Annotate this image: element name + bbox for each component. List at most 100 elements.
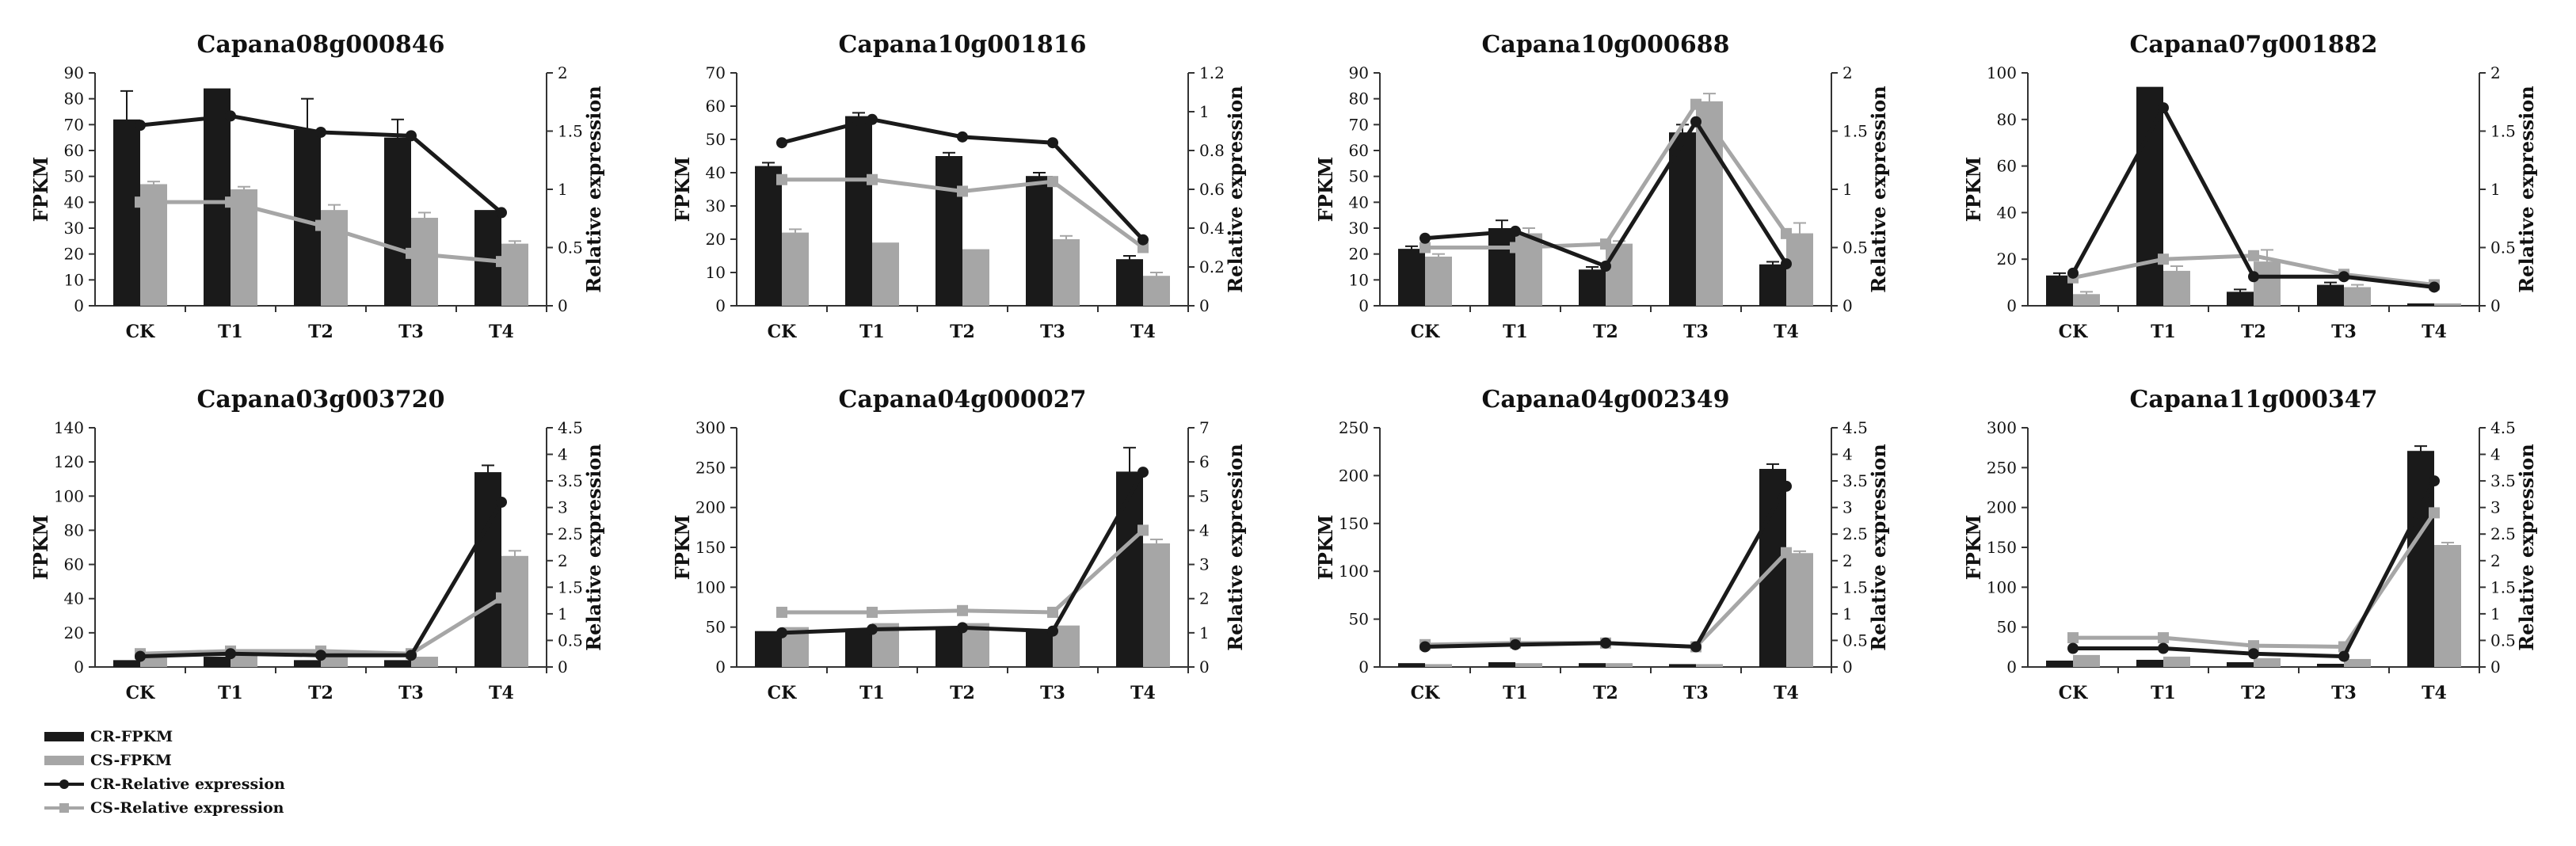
y-tick-label: 60 (64, 141, 84, 160)
x-tick-label: T2 (1593, 322, 1618, 342)
cs-fpkm-bar (2073, 294, 2100, 306)
y-tick-label: 10 (706, 263, 726, 282)
cr-rel-point (1690, 116, 1701, 128)
cs-fpkm-bar (962, 249, 989, 306)
cs-fpkm-bar (411, 657, 438, 667)
cs-fpkm-bar (2344, 658, 2371, 667)
y-tick-label: 0 (1358, 296, 1369, 315)
y2-tick-label: 0.8 (1199, 141, 1225, 160)
cr-rel-point (496, 207, 507, 219)
y2-tick-label: 0 (2490, 296, 2501, 315)
cs-rel-point (957, 185, 968, 197)
y-tick-label: 140 (54, 418, 84, 437)
x-tick-label: T2 (2241, 683, 2266, 703)
x-tick-label: T4 (1130, 322, 1156, 342)
cs-rel-line (139, 596, 503, 656)
y2-tick-label: 2.5 (558, 524, 583, 543)
x-tick-label: T1 (859, 322, 885, 342)
y2-tick-label: 4 (1199, 520, 1210, 539)
y-axis-label: FPKM (1962, 515, 1985, 581)
cr-rel-point (776, 137, 787, 149)
y-tick-label: 80 (64, 90, 84, 109)
y2-tick-label: 7 (1199, 418, 1210, 437)
y2-tick-label: 0 (558, 296, 568, 315)
y2-tick-label: 1.5 (2490, 122, 2516, 141)
cr-fpkm-bar (1116, 259, 1143, 306)
cs-fpkm-bar (1143, 543, 1170, 667)
y2-tick-label: 0 (2490, 657, 2501, 676)
y2-tick-label: 5 (1199, 486, 1210, 505)
y2-tick-label: 1 (1842, 180, 1853, 199)
y2-tick-label: 2 (1199, 589, 1210, 608)
x-tick-label: T1 (2151, 322, 2176, 342)
legend-label-cr-fpkm: CR-FPKM (90, 728, 173, 745)
cs-fpkm-bar (1786, 553, 1813, 667)
y-tick-label: 50 (1997, 618, 2017, 637)
x-tick-label: CK (768, 683, 798, 703)
cr-rel-point (225, 648, 236, 660)
y2-tick-label: 1.5 (558, 577, 583, 596)
y-tick-label: 90 (1349, 63, 1369, 82)
cr-rel-point (1047, 137, 1058, 149)
cr-fpkm-bar (384, 660, 411, 667)
cr-rel-point (867, 623, 878, 635)
legend-item-cs-rel: CS-Relative expression (44, 798, 284, 817)
chart-title: Capana04g002349 (1482, 386, 1730, 413)
cs-rel-point (496, 592, 507, 604)
cr-fpkm-bar (113, 660, 140, 667)
cr-rel-point (957, 622, 968, 634)
cs-rel-point (867, 173, 878, 185)
cr-rel-point (2338, 271, 2349, 283)
y-axis-label: FPKM (671, 515, 694, 581)
legend-swatch-cr-fpkm (44, 732, 84, 741)
y-tick-label: 300 (1987, 418, 2017, 437)
x-tick-label: T2 (950, 322, 975, 342)
legend-swatch-cs-rel (44, 802, 84, 814)
y2-tick-label: 0.5 (2490, 238, 2516, 257)
y-tick-label: 40 (64, 589, 84, 608)
cr-fpkm-bar (1579, 663, 1606, 667)
cs-rel-point (2429, 507, 2440, 519)
cs-rel-line (1424, 551, 1788, 650)
y-axis-label: FPKM (1314, 157, 1337, 223)
cs-fpkm-bar (2073, 654, 2100, 667)
y-tick-label: 40 (64, 192, 84, 212)
x-tick-label: CK (2059, 683, 2089, 703)
cr-fpkm-bar (1669, 664, 1696, 667)
cs-fpkm-bar (2344, 287, 2371, 306)
y2-tick-label: 0 (1199, 657, 1210, 676)
cr-rel-point (315, 650, 326, 661)
y-tick-label: 100 (695, 577, 726, 596)
y-tick-label: 20 (64, 623, 84, 642)
cs-rel-point (135, 196, 146, 208)
cs-fpkm-bar (2163, 656, 2190, 667)
cs-rel-point (776, 173, 787, 185)
cs-rel-point (496, 256, 507, 268)
cs-rel-line (2073, 511, 2437, 650)
x-tick-label: T2 (950, 683, 975, 703)
y2-tick-label: 0 (1842, 296, 1853, 315)
cs-rel-point (776, 606, 787, 618)
y-tick-label: 0 (1358, 657, 1369, 676)
cs-rel-point (2248, 640, 2259, 652)
cr-rel-point (957, 131, 968, 143)
chart-title: Capana04g000027 (839, 386, 1087, 413)
y2-tick-label: 0.5 (1842, 238, 1868, 257)
y-tick-label: 60 (1997, 157, 2017, 176)
cr-rel-point (2338, 650, 2349, 662)
y-axis-label: FPKM (1962, 157, 1985, 223)
y2-tick-label: 4.5 (2490, 418, 2516, 437)
x-tick-label: T4 (489, 322, 514, 342)
legend-label-cs-fpkm: CS-FPKM (90, 752, 172, 769)
cr-fpkm-bar (384, 137, 411, 306)
cr-rel-point (2067, 642, 2079, 654)
y2-tick-label: 3.5 (1842, 471, 1868, 490)
y-tick-label: 50 (64, 167, 84, 186)
y2-tick-label: 4 (558, 445, 568, 464)
cr-rel-line (1424, 485, 1789, 650)
y2-tick-label: 2 (1842, 551, 1853, 570)
y2-tick-label: 1 (1842, 604, 1853, 623)
x-tick-label: T3 (1683, 683, 1709, 703)
cr-rel-point (1510, 638, 1521, 650)
